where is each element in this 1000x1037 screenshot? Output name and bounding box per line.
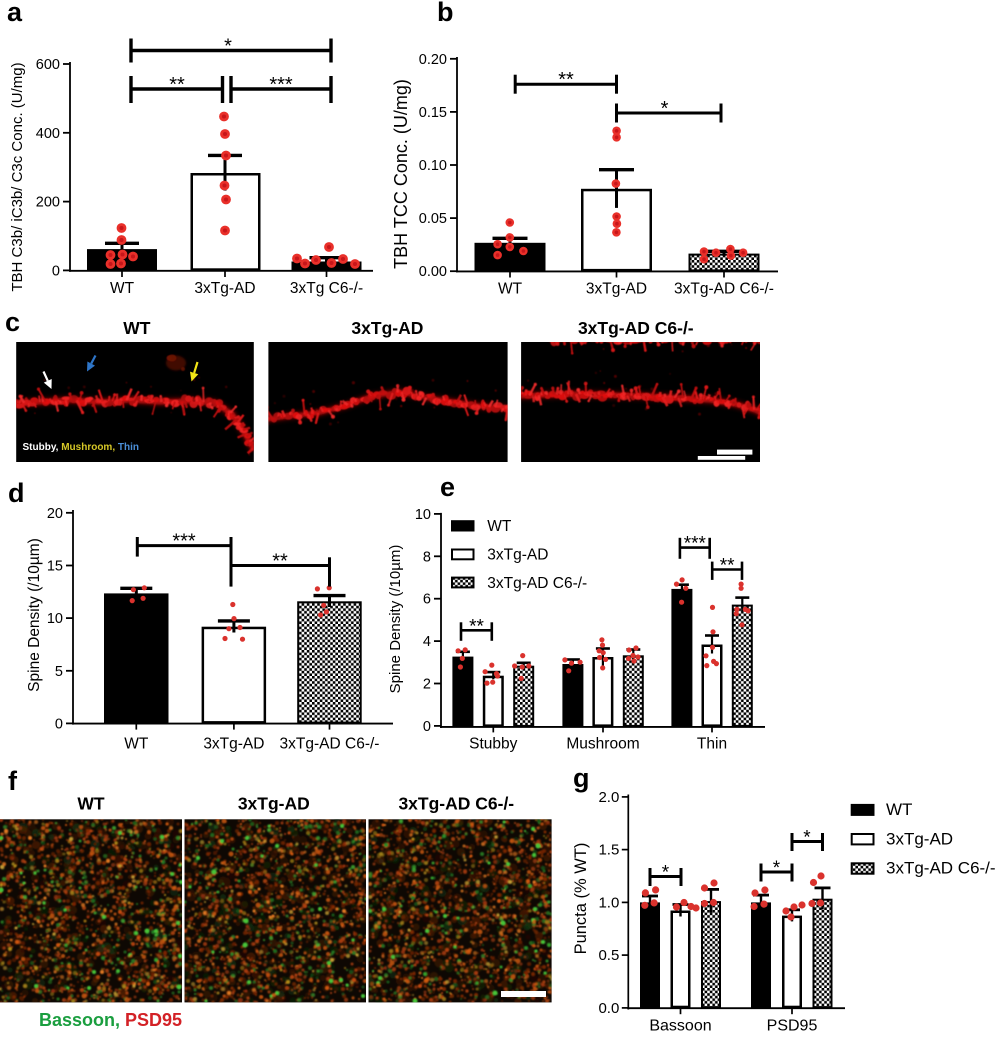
svg-text:10: 10	[415, 507, 431, 523]
svg-text:c: c	[5, 307, 20, 337]
svg-text:3xTg-AD C6-/-: 3xTg-AD C6-/-	[280, 736, 380, 753]
svg-text:g: g	[573, 763, 590, 793]
svg-text:WT: WT	[77, 794, 105, 814]
svg-text:3xTg-AD C6-/-: 3xTg-AD C6-/-	[578, 318, 694, 338]
svg-text:3xTg-AD: 3xTg-AD	[238, 794, 310, 814]
svg-text:Puncta (% WT): Puncta (% WT)	[572, 843, 590, 955]
svg-text:WT: WT	[886, 800, 912, 819]
svg-text:***: ***	[269, 74, 293, 96]
svg-text:0.10: 0.10	[419, 158, 447, 174]
svg-text:WT: WT	[498, 281, 523, 298]
svg-text:10: 10	[47, 611, 63, 627]
svg-text:0.0: 0.0	[598, 1000, 619, 1017]
svg-text:Stubby, Mushroom, Thin: Stubby, Mushroom, Thin	[23, 442, 140, 453]
svg-text:TBH C3b/ iC3b/ C3c Conc. (U/mg: TBH C3b/ iC3b/ C3c Conc. (U/mg)	[9, 62, 26, 291]
svg-text:0.20: 0.20	[419, 52, 447, 68]
svg-text:3xTg-AD: 3xTg-AD	[194, 280, 255, 297]
svg-text:WT: WT	[124, 736, 149, 753]
svg-text:0.00: 0.00	[419, 264, 447, 280]
svg-text:200: 200	[36, 195, 60, 211]
svg-text:0: 0	[55, 716, 63, 732]
svg-text:**: **	[558, 69, 574, 91]
svg-text:4: 4	[423, 634, 431, 650]
svg-text:WT: WT	[123, 318, 151, 338]
svg-text:1.5: 1.5	[598, 842, 619, 859]
svg-text:15: 15	[47, 559, 63, 575]
svg-text:b: b	[437, 0, 454, 27]
svg-text:2: 2	[423, 677, 431, 693]
svg-text:3xTg-AD: 3xTg-AD	[586, 281, 647, 298]
svg-text:0: 0	[423, 719, 431, 735]
svg-text:600: 600	[36, 57, 60, 73]
svg-text:TBH TCC Conc. (U/mg): TBH TCC Conc. (U/mg)	[391, 79, 411, 269]
svg-text:d: d	[8, 478, 25, 508]
svg-text:0.15: 0.15	[419, 105, 447, 121]
svg-text:0.05: 0.05	[419, 211, 447, 227]
svg-text:3xTg-AD: 3xTg-AD	[351, 318, 423, 338]
svg-text:**: **	[720, 556, 735, 577]
svg-text:Spine Density (/10µm): Spine Density (/10µm)	[387, 545, 404, 694]
svg-text:**: **	[469, 616, 484, 637]
svg-text:0.5: 0.5	[598, 947, 619, 964]
svg-text:PSD95: PSD95	[767, 1018, 818, 1033]
svg-text:**: **	[169, 74, 185, 96]
svg-text:2.0: 2.0	[598, 789, 619, 806]
svg-text:Mushroom: Mushroom	[566, 736, 639, 753]
svg-text:*: *	[773, 858, 781, 879]
svg-text:f: f	[8, 766, 18, 796]
svg-text:8: 8	[423, 549, 431, 565]
svg-text:WT: WT	[487, 518, 512, 535]
svg-text:1.0: 1.0	[598, 894, 619, 911]
svg-text:3xTg-AD: 3xTg-AD	[886, 829, 953, 848]
svg-text:*: *	[803, 828, 811, 849]
svg-text:*: *	[662, 863, 670, 884]
svg-text:***: ***	[684, 534, 707, 555]
svg-text:Bassoon: Bassoon	[649, 1018, 711, 1033]
svg-text:Bassoon, PSD95: Bassoon, PSD95	[39, 1010, 182, 1030]
svg-text:5: 5	[55, 664, 63, 680]
svg-text:20: 20	[47, 506, 63, 522]
svg-text:WT: WT	[110, 280, 135, 297]
svg-text:Stubby: Stubby	[469, 736, 518, 753]
svg-text:6: 6	[423, 592, 431, 608]
svg-text:3xTg-AD: 3xTg-AD	[487, 547, 548, 564]
svg-text:3xTg-AD C6-/-: 3xTg-AD C6-/-	[674, 281, 774, 298]
svg-text:3xTg-AD: 3xTg-AD	[203, 736, 264, 753]
svg-text:0: 0	[52, 263, 60, 279]
svg-text:3xTg-AD C6-/-: 3xTg-AD C6-/-	[886, 859, 996, 878]
svg-text:e: e	[440, 472, 455, 502]
svg-text:Thin: Thin	[697, 736, 727, 753]
svg-text:*: *	[224, 36, 232, 58]
svg-text:a: a	[7, 0, 23, 27]
svg-text:3xTg-AD C6-/-: 3xTg-AD C6-/-	[398, 794, 514, 814]
svg-text:3xTg C6-/-: 3xTg C6-/-	[290, 280, 363, 297]
svg-text:*: *	[661, 98, 669, 120]
svg-text:***: ***	[172, 531, 196, 553]
svg-text:**: **	[272, 551, 288, 573]
svg-text:400: 400	[36, 126, 60, 142]
svg-text:Spine Density (/10µm): Spine Density (/10µm)	[26, 538, 43, 692]
svg-text:3xTg-AD C6-/-: 3xTg-AD C6-/-	[487, 575, 587, 592]
